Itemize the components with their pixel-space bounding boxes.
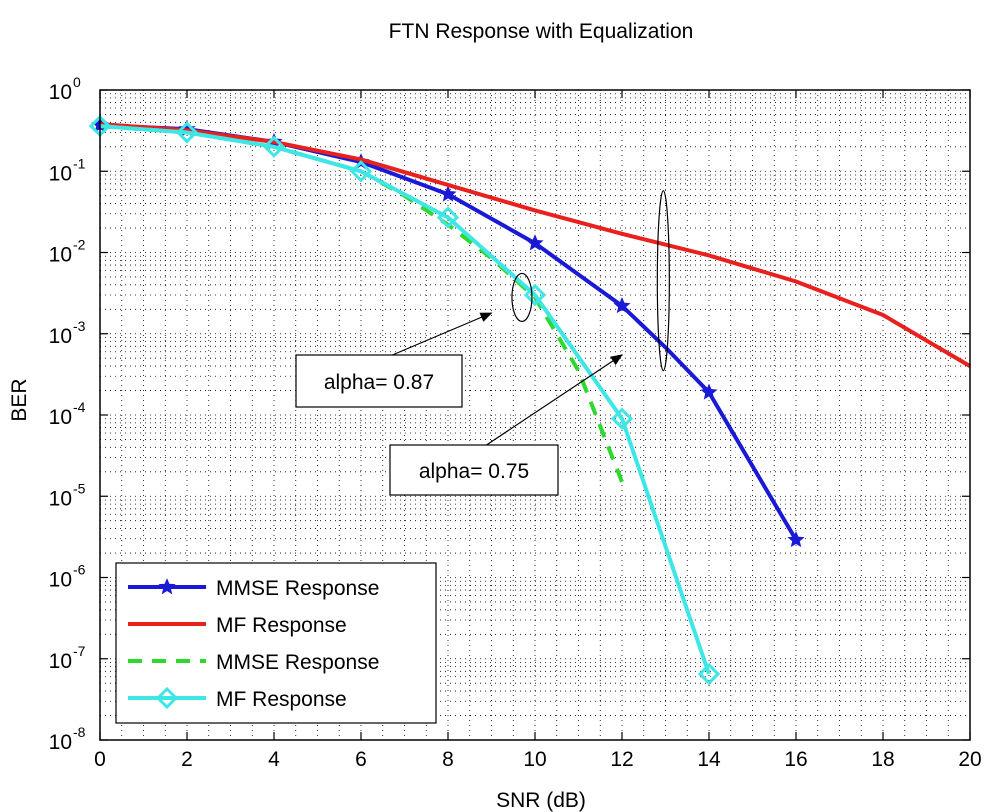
annotation-box xyxy=(295,354,463,408)
annotation-label: alpha= 0.75 xyxy=(419,460,529,483)
annotation-1: alpha= 0.87 xyxy=(295,272,533,408)
y-tick-base: 10 xyxy=(49,731,72,754)
series-point-diamond xyxy=(697,662,721,686)
y-tick-exponent: 0 xyxy=(73,74,81,90)
series-point-star xyxy=(439,185,457,202)
y-tick-base: 10 xyxy=(49,325,72,348)
legend-item: MMSE Response xyxy=(128,651,379,674)
series-point-star xyxy=(700,383,718,400)
legend-item: MF Response xyxy=(128,614,347,637)
series-point-star xyxy=(613,296,631,314)
y-tick-exponent: -3 xyxy=(73,318,86,334)
y-tick-exponent: -1 xyxy=(73,155,86,171)
y-tick-base: 10 xyxy=(49,487,72,510)
y-tick-label: 10 -6 xyxy=(49,562,86,592)
x-tick-label: 20 xyxy=(958,748,981,771)
series-point-diamond xyxy=(262,135,286,158)
series-point-diamond xyxy=(436,206,460,229)
y-tick-exponent: -7 xyxy=(73,643,86,659)
annotation-label: alpha= 0.87 xyxy=(324,371,434,394)
y-tick-exponent: -2 xyxy=(73,237,86,253)
y-axis-title: BER xyxy=(8,378,31,421)
series-point-diamond xyxy=(175,121,199,144)
series-4 xyxy=(88,114,721,686)
legend-label: MMSE Response xyxy=(216,651,379,674)
y-tick-exponent: -4 xyxy=(73,399,86,415)
annotation-ellipse xyxy=(511,272,533,323)
series-point-star xyxy=(787,530,805,548)
series-point-diamond xyxy=(349,160,373,183)
annotation-ellipse xyxy=(656,190,670,372)
y-tick-base: 10 xyxy=(49,406,72,429)
series-point-diamond xyxy=(523,283,547,307)
y-tick-label: 10 0 xyxy=(49,74,81,104)
annotation-box xyxy=(389,444,559,496)
legend-item: MF Response xyxy=(128,686,347,711)
y-tick-base: 10 xyxy=(49,569,72,592)
y-tick-exponent: -6 xyxy=(73,562,86,578)
y-tick-base: 10 xyxy=(49,650,72,673)
y-tick-label: 10 -2 xyxy=(49,237,86,267)
legend-item: MMSE Response xyxy=(128,577,379,600)
legend-label: MMSE Response xyxy=(216,577,379,600)
y-tick-exponent: -5 xyxy=(73,480,86,496)
y-tick-base: 10 xyxy=(49,81,72,104)
annotation-arrow xyxy=(389,312,493,357)
x-tick-label: 10 xyxy=(523,748,546,771)
series-line xyxy=(99,122,972,368)
y-tick-label: 10 -8 xyxy=(49,724,86,754)
series-line xyxy=(99,124,711,675)
x-tick-label: 8 xyxy=(442,748,454,771)
x-tick-label: 6 xyxy=(355,748,367,771)
x-tick-label: 0 xyxy=(94,748,106,771)
y-tick-base: 10 xyxy=(49,244,72,267)
chart-title: FTN Response with Equalization xyxy=(389,20,694,43)
series-2 xyxy=(99,122,972,368)
series-point-diamond xyxy=(610,407,634,430)
annotation-2: alpha= 0.75 xyxy=(389,190,670,496)
x-tick-label: 14 xyxy=(697,748,721,771)
series-point-diamond xyxy=(155,686,179,710)
legend-label: MF Response xyxy=(216,614,347,637)
y-tick-label: 10 -1 xyxy=(49,155,86,185)
x-tick-label: 4 xyxy=(268,748,280,771)
x-tick-label: 16 xyxy=(784,748,807,771)
legend-label: MF Response xyxy=(216,688,347,711)
y-tick-label: 10 -7 xyxy=(49,643,86,673)
series-point-star xyxy=(158,578,176,595)
y-tick-label: 10 -5 xyxy=(49,480,86,510)
series-point-star xyxy=(526,234,544,251)
annotation-arrow xyxy=(484,354,623,447)
x-tick-label: 12 xyxy=(610,748,633,771)
x-axis-title: SNR (dB) xyxy=(496,789,586,812)
x-tick-label: 18 xyxy=(871,748,894,771)
x-tick-label: 2 xyxy=(181,748,193,771)
y-tick-exponent: -8 xyxy=(73,724,86,740)
y-tick-label: 10 -3 xyxy=(49,318,86,348)
y-tick-label: 10 -4 xyxy=(49,399,86,429)
y-tick-base: 10 xyxy=(49,162,72,185)
